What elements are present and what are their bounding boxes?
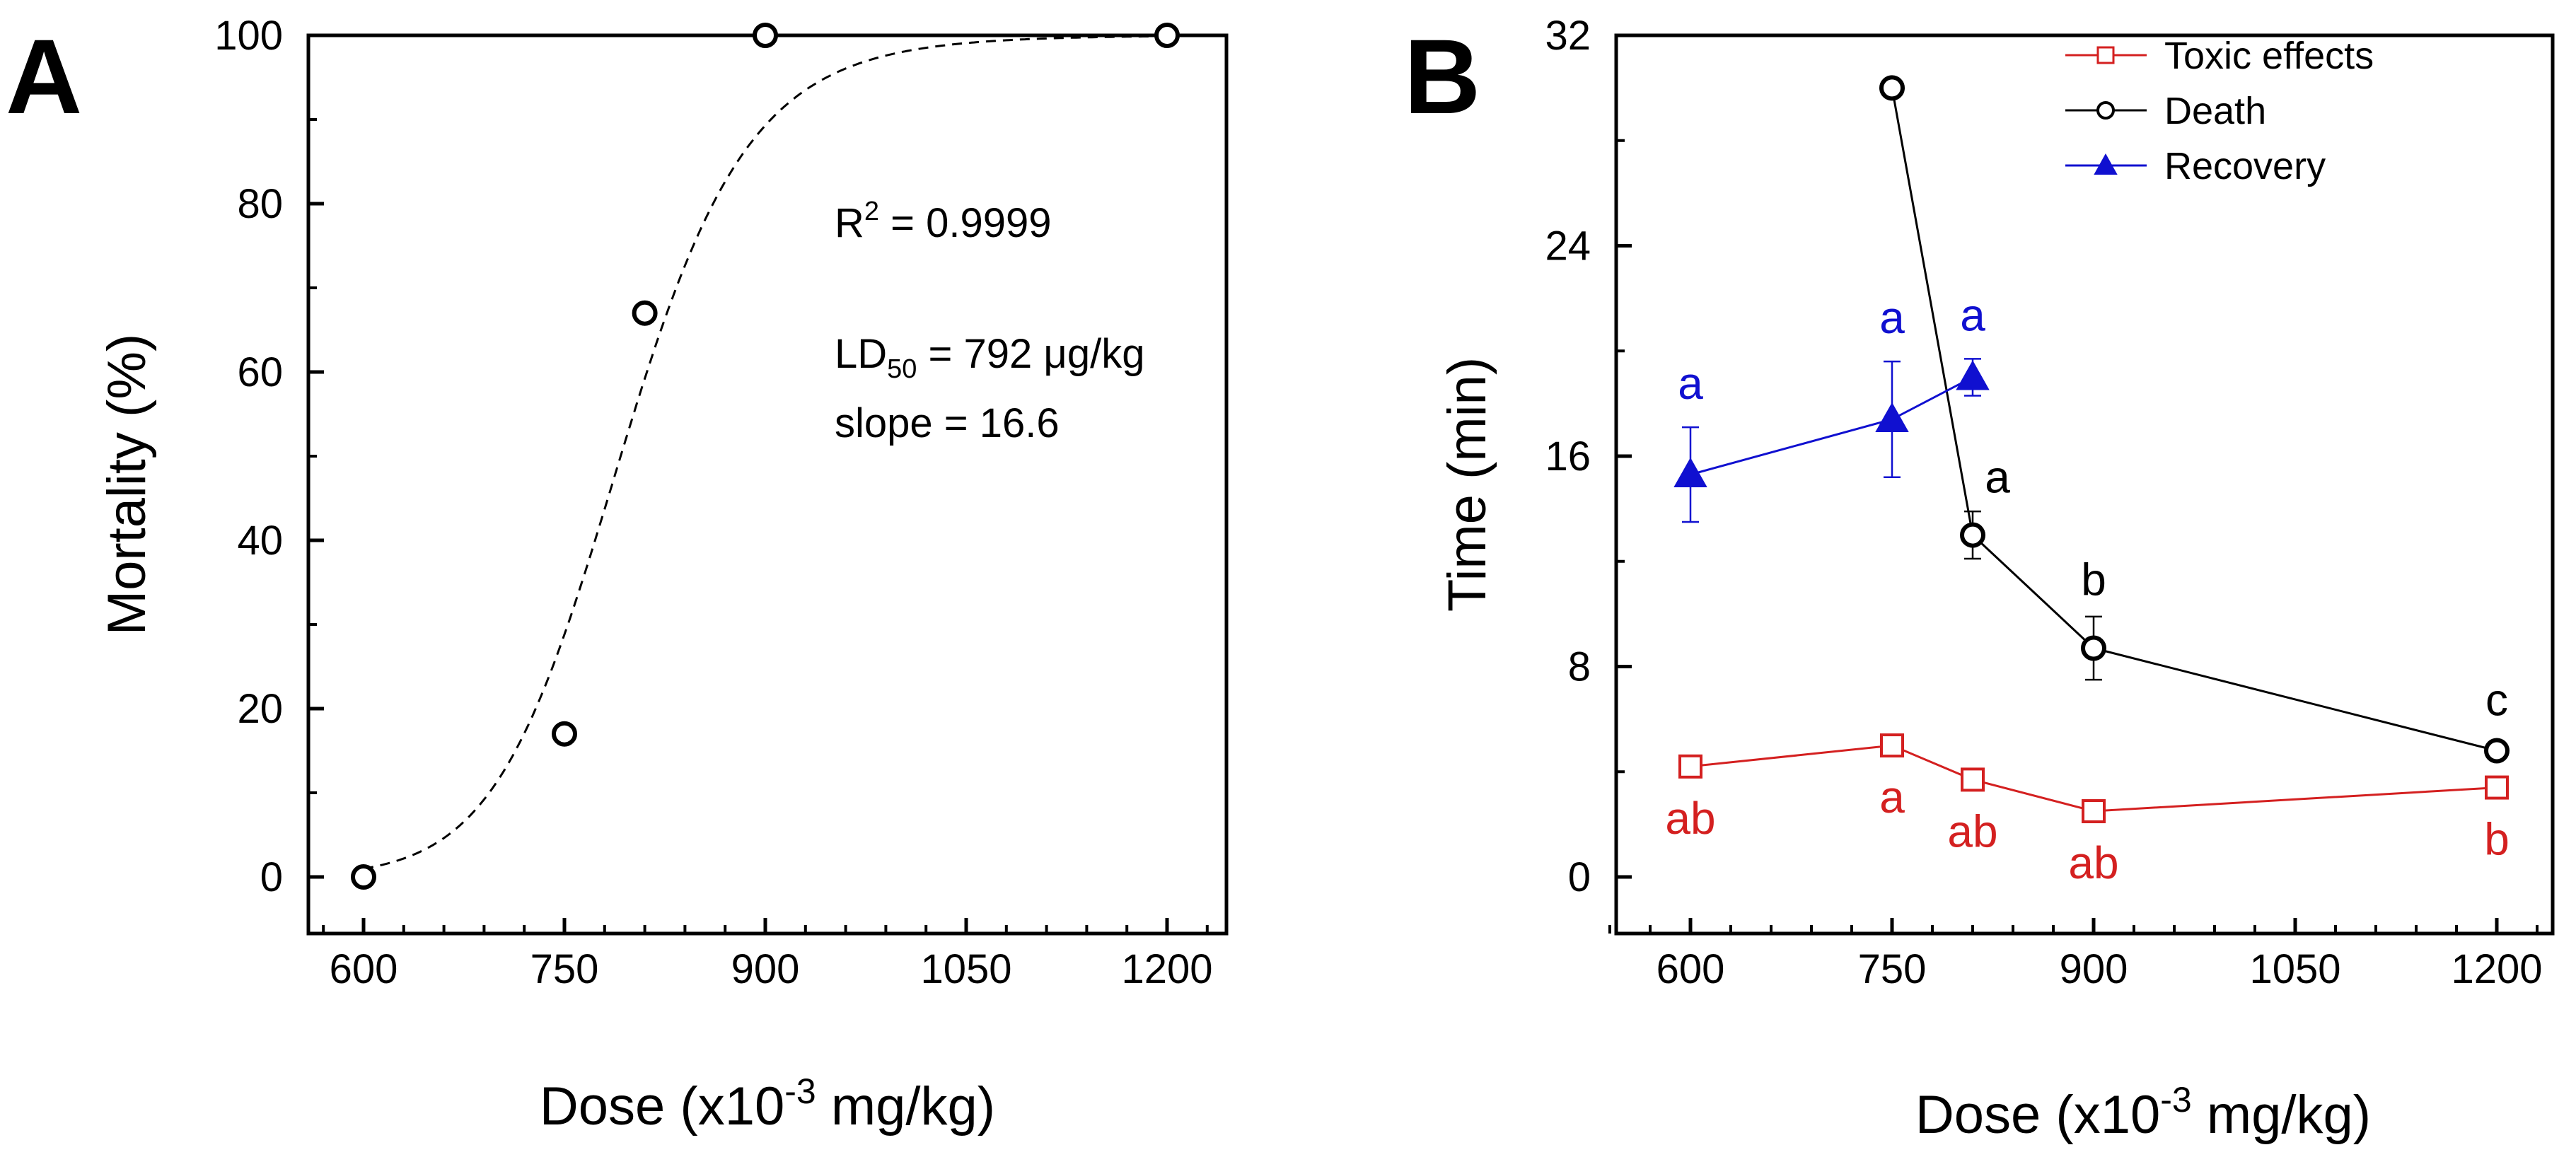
y-tick-label: 16 <box>1545 434 1591 479</box>
panel-a-ticks: 0 20 40 60 80 100 600 750 900 1050 1200 <box>214 13 1212 992</box>
panel-a: A 0 20 40 60 80 100 600 750 900 1050 1200 Mortalit… <box>6 13 1229 1136</box>
panel-a-points <box>351 23 1180 890</box>
y-tick-label: 100 <box>214 13 283 59</box>
panel-b-y-axis-label: Time (min) <box>1437 357 1497 612</box>
panel-a-axes-frame <box>306 33 1229 936</box>
significance-label: b <box>2081 554 2106 605</box>
data-point <box>351 864 376 890</box>
panel-a-y-axis-label: Mortality (%) <box>97 334 157 635</box>
x-tick-label: 900 <box>2060 946 2128 992</box>
x-tick-label: 750 <box>1858 946 1927 992</box>
legend-marker <box>2096 46 2115 64</box>
legend-label: Toxic effects <box>2164 35 2374 77</box>
data-point <box>753 23 778 48</box>
series-line <box>1690 376 1973 476</box>
legend-label: Death <box>2164 90 2266 132</box>
legend-label: Recovery <box>2164 145 2326 187</box>
data-point <box>1879 75 1905 101</box>
y-tick-label: 40 <box>237 518 283 564</box>
data-point <box>2082 799 2106 824</box>
data-point <box>1960 522 1985 548</box>
panel-b-legend: Toxic effects Death Recovery <box>2065 35 2374 187</box>
x-tick-label: 1200 <box>2451 946 2542 992</box>
significance-label: a <box>1879 292 1905 343</box>
legend-marker <box>2094 153 2118 175</box>
x-tick-label: 1050 <box>920 946 1011 992</box>
significance-label: c <box>2485 675 2508 726</box>
data-point <box>2081 635 2106 661</box>
fit-curve <box>363 35 1167 870</box>
slope-annotation: slope = 16.6 <box>835 400 1060 446</box>
r2-annotation: R2 = 0.9999 <box>835 197 1052 246</box>
panel-b-label: B <box>1404 17 1480 136</box>
x-tick-label: 750 <box>530 946 599 992</box>
series-death: a b c <box>1879 75 2510 764</box>
legend-marker <box>2096 101 2115 120</box>
y-tick-label: 80 <box>237 181 283 227</box>
data-point <box>1880 733 1904 758</box>
panel-a-x-axis-label: Dose (x10-3 mg/kg) <box>540 1071 995 1136</box>
y-tick-label: 0 <box>1568 854 1591 900</box>
data-point <box>2484 738 2510 764</box>
y-tick-label: 60 <box>237 349 283 395</box>
data-point <box>1875 402 1909 432</box>
x-tick-label: 1050 <box>2249 946 2340 992</box>
y-tick-label: 0 <box>260 854 283 900</box>
x-tick-label: 900 <box>731 946 800 992</box>
panel-b-ticks: 0 8 16 24 32 600 750 900 1050 1200 <box>1545 13 2542 992</box>
significance-label: b <box>2484 814 2510 865</box>
panel-a-fit <box>363 35 1167 870</box>
series-line <box>1891 88 2497 752</box>
panel-b-x-axis-label: Dose (x10-3 mg/kg) <box>1915 1080 2371 1145</box>
data-point <box>1956 360 1990 390</box>
x-tick-label: 1200 <box>1121 946 1212 992</box>
y-tick-label: 8 <box>1568 644 1591 690</box>
significance-label: a <box>1985 452 2010 503</box>
y-tick-label: 24 <box>1545 223 1591 269</box>
panel-a-label: A <box>6 17 82 136</box>
significance-label: a <box>1678 358 1703 409</box>
panel-b-axes-frame <box>1614 33 2555 936</box>
significance-label: ab <box>2068 837 2118 888</box>
data-point <box>632 300 658 326</box>
data-point <box>1673 457 1707 488</box>
ld50-annotation: LD50 = 792 μg/kg <box>835 331 1144 384</box>
x-tick-label: 600 <box>1657 946 1725 992</box>
data-point <box>2485 775 2509 800</box>
y-tick-label: 32 <box>1545 13 1591 59</box>
y-tick-label: 20 <box>237 686 283 732</box>
data-point <box>1154 23 1180 48</box>
data-point <box>1678 754 1702 779</box>
significance-label: ab <box>1665 793 1715 844</box>
x-tick-label: 600 <box>330 946 398 992</box>
data-point <box>552 721 577 747</box>
significance-label: a <box>1879 772 1905 822</box>
data-point <box>1961 767 1985 792</box>
significance-label: a <box>1960 289 1985 340</box>
significance-label: ab <box>1947 806 1997 856</box>
series-recovery: a a a <box>1673 289 1990 523</box>
